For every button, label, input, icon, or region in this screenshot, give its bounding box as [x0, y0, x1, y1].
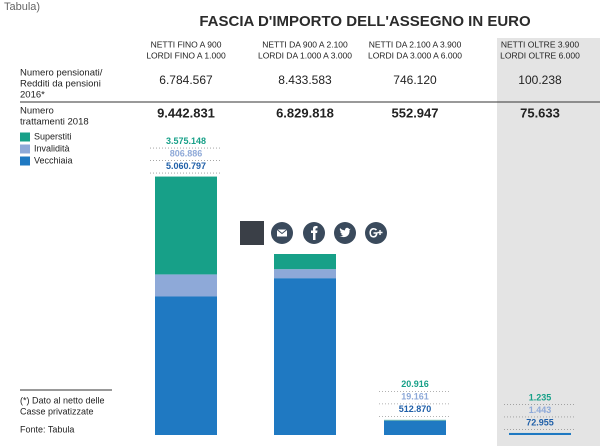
column-header: NETTI OLTRE 3.900: [501, 39, 580, 49]
column-header: NETTI DA 900 A 2.100: [262, 39, 348, 49]
bar-segment: [155, 296, 217, 435]
share-overlay: [227, 213, 395, 254]
share-twitter[interactable]: [334, 222, 356, 244]
legend-label: Invalidità: [34, 143, 70, 153]
value-label: 512.870: [399, 404, 432, 414]
column-header: NETTI DA 2.100 A 3.900: [369, 39, 462, 49]
table-cell: 6.829.818: [276, 105, 334, 120]
legend-swatch: [20, 144, 30, 154]
legend-label: Vecchiaia: [34, 155, 73, 165]
share-toggle[interactable]: [240, 221, 264, 245]
table-cell: 100.238: [518, 73, 562, 87]
value-label: 5.060.797: [166, 161, 206, 171]
legend-label: Superstiti: [34, 131, 72, 141]
share-mail[interactable]: [271, 222, 293, 244]
column-header: LORDI FINO A 1.000: [146, 50, 226, 60]
row-label: Numero pensionati/: [20, 68, 103, 79]
footnote: (*) Dato al netto delle: [20, 395, 105, 405]
value-label: 19.161: [401, 392, 429, 402]
bar-segment: [384, 420, 446, 435]
table-cell: 9.442.831: [157, 105, 215, 120]
table-cell: 746.120: [393, 73, 437, 87]
legend-swatch: [20, 156, 30, 166]
value-label: 3.575.148: [166, 136, 206, 146]
row-label: 2016*: [20, 90, 45, 101]
share-arrow: [227, 229, 233, 237]
value-label: 20.916: [401, 379, 429, 389]
bar-segment: [384, 419, 446, 421]
row-label: Redditi da pensioni: [20, 79, 101, 90]
highlight-band: [497, 38, 600, 446]
row-label: Numero: [20, 106, 54, 117]
row-label: trattamenti 2018: [20, 117, 89, 128]
column-header: LORDI DA 1.000 A 3.000: [258, 50, 352, 60]
column-header: LORDI OLTRE 6.000: [500, 50, 580, 60]
share-googleplus[interactable]: [365, 222, 387, 244]
bar-segment: [509, 433, 571, 435]
share-facebook[interactable]: [303, 222, 325, 244]
bar-segment: [155, 274, 217, 297]
column-header: LORDI DA 3.000 A 6.000: [368, 50, 462, 60]
table-cell: 75.633: [520, 105, 560, 120]
source-fragment: Tabula): [4, 1, 40, 13]
table-cell: 6.784.567: [159, 73, 213, 87]
source: Fonte: Tabula: [20, 424, 74, 434]
footnote: Casse privatizzate: [20, 406, 94, 416]
table-cell: 552.947: [392, 105, 439, 120]
column-header: NETTI FINO A 900: [151, 39, 222, 49]
bar-segment: [274, 269, 336, 279]
value-label: 1.443: [529, 405, 552, 415]
bar-segment: [384, 420, 446, 421]
value-label: 72.955: [526, 417, 554, 427]
legend-swatch: [20, 132, 30, 142]
value-label: 1.235: [529, 392, 552, 402]
chart-title: FASCIA D'IMPORTO DELL'ASSEGNO IN EURO: [199, 13, 531, 30]
table-cell: 8.433.583: [278, 73, 332, 87]
bar-segment: [155, 176, 217, 275]
value-label: 806.886: [170, 148, 203, 158]
bar-segment: [274, 278, 336, 435]
